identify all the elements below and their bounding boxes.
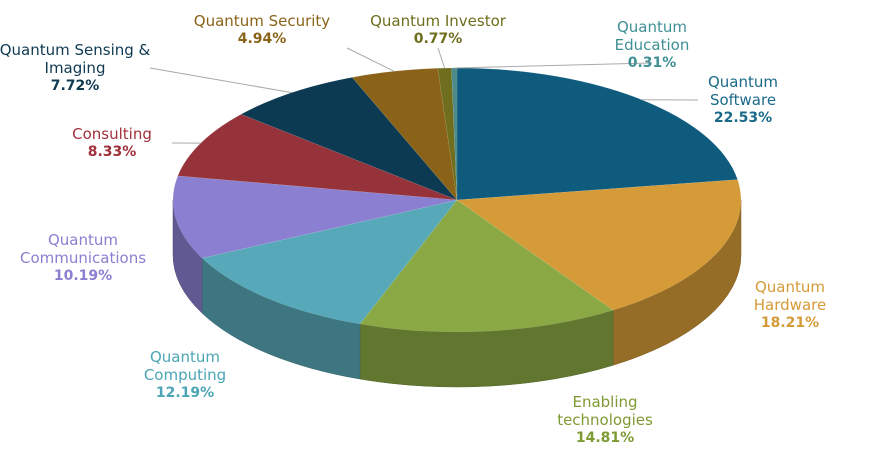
value-label: 4.94%	[237, 31, 287, 47]
category-name: Enabling technologies	[557, 393, 653, 429]
slice	[240, 77, 458, 201]
value-label: 18.21%	[760, 315, 820, 331]
slice	[456, 179, 742, 311]
value-label: 0.77%	[413, 31, 463, 47]
value-label: 7.72%	[50, 78, 100, 94]
category-name: Quantum Software	[707, 73, 778, 109]
slice	[201, 199, 458, 325]
value-label: 22.53%	[713, 110, 773, 126]
slice-label: Quantum Computing 12.19%	[125, 348, 245, 402]
category-name: Quantum Investor	[370, 12, 506, 30]
value-label: 14.81%	[575, 430, 635, 446]
category-name: Quantum Security	[193, 12, 331, 30]
category-name: Quantum Computing	[143, 348, 227, 384]
slice-label: Quantum Sensing & Imaging 7.72%	[0, 41, 160, 95]
slice-label: Enabling technologies 14.81%	[535, 393, 675, 447]
category-name: Quantum Communications	[19, 231, 147, 267]
leader-line	[437, 47, 446, 69]
slice-label: Quantum Education 0.31%	[597, 18, 707, 72]
slice-label: Quantum Security 4.94%	[162, 12, 362, 48]
slice-label: Quantum Software 22.53%	[688, 73, 798, 127]
slice	[456, 67, 738, 201]
value-label: 0.31%	[627, 55, 677, 71]
slice	[177, 113, 458, 201]
slice-label: Quantum Communications 10.19%	[0, 231, 168, 285]
slice	[172, 175, 458, 259]
category-name: Consulting	[72, 125, 152, 143]
slice	[359, 199, 614, 333]
slice	[351, 68, 458, 201]
category-name: Quantum Sensing & Imaging	[0, 41, 151, 77]
value-label: 12.19%	[155, 385, 215, 401]
leader-line	[346, 47, 395, 72]
slice	[437, 67, 458, 201]
value-label: 8.33%	[87, 144, 137, 160]
slice-label: Quantum Investor 0.77%	[348, 12, 528, 48]
category-name: Quantum Education	[614, 18, 690, 54]
slice-label: Quantum Hardware 18.21%	[735, 278, 845, 332]
slice-label: Consulting 8.33%	[42, 125, 182, 161]
value-label: 10.19%	[53, 268, 113, 284]
category-name: Quantum Hardware	[753, 278, 827, 314]
leader-line	[454, 62, 653, 69]
leader-line	[149, 67, 292, 94]
